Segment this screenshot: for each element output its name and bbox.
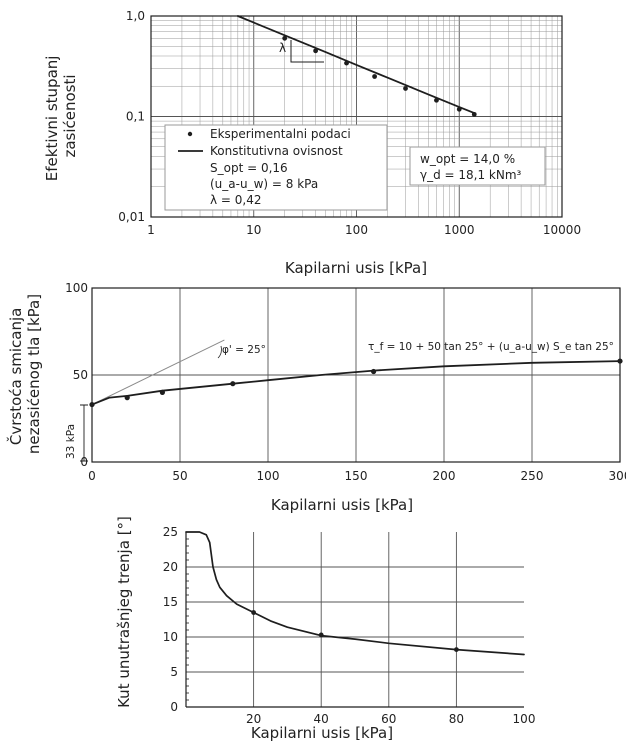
chart2-phi-label: φ' = 25° (222, 344, 266, 356)
chart-saturation: 1 10 100 1000 10000 0,01 0,1 1,0 λ Eksperimenta… (43, 9, 581, 277)
chart1-y-axis-label-line: zasićenosti (61, 74, 79, 157)
chart2-x-tick-label: 100 (257, 469, 280, 483)
chart2-phi-guide (91, 339, 225, 406)
chart3-data-point (318, 632, 324, 638)
chart3-y-tick-label: 10 (163, 630, 178, 644)
chart3-y-axis-label: Kut unutrašnjeg trenja [°] (115, 516, 133, 708)
chart2-curve (91, 360, 621, 406)
chart1-x-tick-label: 10 (246, 223, 261, 237)
chart1-x-tick-label: 1000 (444, 223, 475, 237)
chart3-y-tick-label: 25 (163, 525, 178, 539)
chart1-y-axis-label-line: Efektivni stupanj (43, 56, 61, 182)
chart2-y-axis-label: Čvrstoća smicanja nezasićenog tla [kPa] (6, 294, 43, 454)
chart2-points (89, 358, 623, 408)
chart1-plot-frame (150, 15, 563, 218)
chart1-legend-param: λ = 0,42 (210, 193, 262, 207)
chart2-cohesion-label: 33 kPa (65, 424, 77, 459)
chart1-legend-param: S_opt = 0,16 (210, 161, 288, 175)
chart2-data-point (89, 401, 95, 408)
chart1-slope-triangle (290, 40, 324, 63)
chart2-y-axis-label-line: Čvrstoća smicanja (6, 308, 25, 446)
chart3-x-tick-label: 100 (513, 712, 536, 726)
chart2-y-axis-label-line: nezasićenog tla [kPa] (25, 294, 43, 454)
chart2-x-tick-label: 150 (345, 469, 368, 483)
chart2-data-point (371, 368, 377, 375)
chart3-curve (185, 531, 525, 656)
chart3-data-point (251, 610, 256, 615)
chart1-data-point (403, 86, 408, 91)
chart2-x-tick-label: 0 (88, 469, 96, 483)
chart2-y-tick-label: 50 (73, 368, 88, 382)
chart1-slope-label: λ (279, 41, 286, 55)
chart1-points (282, 35, 477, 117)
chart2-data-point (617, 358, 623, 364)
chart2-x-tick-label: 50 (172, 469, 187, 483)
chart2-grid: 0 50 100 150 200 250 300 0 50 100 (65, 281, 626, 483)
chart3-x-tick-label: 40 (314, 712, 329, 726)
chart1-data-point (471, 111, 477, 117)
chart2-equation: τ_f = 10 + 50 tan 25° + (u_a-u_w) S_e ta… (368, 341, 614, 353)
chart3-data-point (454, 647, 459, 652)
chart2-y-tick-label: 100 (65, 281, 88, 295)
chart1-data-point (456, 106, 462, 112)
chart1-constitutive-curve (236, 15, 476, 114)
chart1-y-axis-label: Efektivni stupanj zasićenosti (43, 51, 79, 181)
chart2-x-tick-label: 250 (521, 469, 544, 483)
chart3-points (251, 610, 459, 652)
chart1-data-point (434, 97, 439, 103)
chart1-y-tick-label: 1,0 (126, 9, 145, 23)
chart-shear-strength: 0 50 100 150 200 250 300 0 50 100 φ' = 25° τ_f = … (6, 281, 626, 514)
chart2-strength-curve (91, 360, 621, 406)
chart2-data-point (159, 389, 165, 395)
chart3-axes (185, 532, 524, 708)
chart1-data-point (282, 35, 288, 41)
chart1-data-point (313, 48, 319, 54)
chart1-data-point (372, 74, 377, 79)
chart1-x-tick-label: 1 (147, 223, 155, 237)
chart1-legend-point-marker (187, 131, 193, 137)
chart3-x-tick-label: 60 (381, 712, 396, 726)
chart3-x-tick-label: 80 (449, 712, 464, 726)
chart1-legend-box (164, 124, 388, 211)
chart1-info-wopt: w_opt = 14,0 % (420, 152, 515, 166)
chart1-info-gamma: γ_d = 18,1 kNm³ (420, 168, 522, 182)
chart2-cohesion-bracket (80, 404, 88, 462)
chart1-y-tick-label: 0,01 (118, 210, 145, 224)
chart2-plot-frame (91, 287, 621, 463)
chart2-data-point (124, 395, 130, 401)
chart3-y-tick-label: 0 (170, 700, 178, 714)
chart-friction-angle: 20 40 60 80 100 0 5 10 15 20 25 Kapilarni usis [kP… (115, 516, 535, 742)
chart1-legend-param: (u_a-u_w) = 8 kPa (210, 177, 318, 191)
chart2-phi-guide-line (91, 339, 225, 406)
chart1-info-box (409, 146, 546, 186)
chart1-x-tick-label: 100 (345, 223, 368, 237)
chart3-friction-curve (185, 531, 525, 656)
chart3-grid: 20 40 60 80 100 0 5 10 15 20 25 (163, 525, 536, 726)
chart3-y-tick-label: 5 (170, 665, 178, 679)
chart1-constitutive-line (236, 15, 476, 114)
chart3-y-tick-label: 20 (163, 560, 178, 574)
chart1-data-point (344, 60, 349, 66)
chart2-data-point (230, 381, 236, 387)
chart1-x-axis-label: Kapilarni usis [kPa] (285, 259, 427, 277)
chart3-y-tick-label: 15 (163, 595, 178, 609)
chart2-x-tick-label: 200 (433, 469, 456, 483)
chart1-y-tick-label: 0,1 (126, 110, 145, 124)
chart1-legend-points-label: Eksperimentalni podaci (210, 127, 351, 141)
chart2-phi-arc (217, 345, 222, 359)
chart3-x-tick-label: 20 (246, 712, 261, 726)
chart2-y-tick-label: 0 (80, 455, 88, 469)
chart3-x-axis-label: Kapilarni usis [kPa] (251, 724, 393, 742)
chart1-legend-line-label: Konstitutivna ovisnost (210, 144, 343, 158)
chart2-x-tick-label: 300 (609, 469, 626, 483)
chart2-x-axis-label: Kapilarni usis [kPa] (271, 496, 413, 514)
chart1-x-tick-label: 10000 (543, 223, 581, 237)
